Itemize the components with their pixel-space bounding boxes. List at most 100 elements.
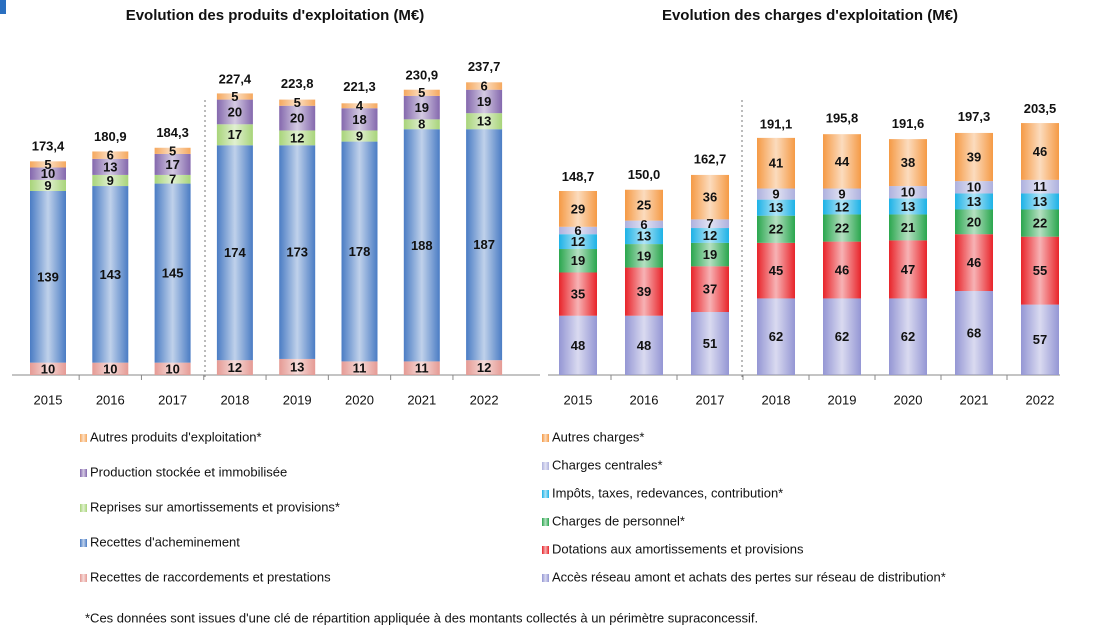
bar-segment bbox=[691, 266, 729, 313]
segment-label: 11 bbox=[1033, 179, 1047, 194]
segment-label: 12 bbox=[290, 130, 304, 145]
segment-label: 6 bbox=[640, 217, 647, 232]
segment-label: 12 bbox=[477, 360, 491, 375]
segment-label: 5 bbox=[44, 157, 51, 172]
bar-segment bbox=[341, 103, 378, 109]
segment-label: 143 bbox=[99, 267, 121, 282]
total-label: 195,8 bbox=[826, 111, 859, 126]
bar-segment bbox=[279, 145, 316, 359]
total-label: 162,7 bbox=[694, 152, 727, 167]
total-label: 230,9 bbox=[406, 67, 439, 82]
segment-label: 7 bbox=[169, 172, 176, 187]
total-label: 173,4 bbox=[32, 138, 65, 153]
bar-segment bbox=[279, 130, 316, 146]
segment-label: 62 bbox=[835, 329, 849, 344]
x-tick-label: 2015 bbox=[34, 392, 63, 407]
segment-label: 20 bbox=[290, 111, 304, 126]
segment-label: 13 bbox=[103, 159, 117, 174]
segment-label: 13 bbox=[290, 359, 304, 374]
segment-label: 13 bbox=[769, 200, 783, 215]
bar-segment bbox=[30, 190, 66, 363]
segment-label: 10 bbox=[901, 185, 915, 200]
total-label: 180,9 bbox=[94, 129, 127, 144]
segment-label: 5 bbox=[231, 89, 238, 104]
legend-label: Production stockée et immobilisée bbox=[90, 464, 287, 479]
bar-segment bbox=[154, 174, 191, 184]
bar-segment bbox=[757, 298, 795, 375]
segment-label: 4 bbox=[356, 98, 364, 113]
segment-label: 19 bbox=[637, 248, 651, 263]
bar-segment bbox=[1021, 236, 1059, 305]
bar-segment bbox=[466, 360, 503, 375]
bar-segment bbox=[625, 220, 663, 229]
bar-segment bbox=[403, 119, 440, 130]
bar-segment bbox=[625, 228, 663, 245]
x-tick-label: 2021 bbox=[407, 392, 436, 407]
legend-label: Impôts, taxes, redevances, contribution* bbox=[552, 485, 783, 500]
legend-label: Reprises sur amortissements et provision… bbox=[90, 499, 340, 514]
bar-segment bbox=[154, 147, 191, 154]
segment-label: 22 bbox=[1033, 216, 1047, 231]
total-label: 223,8 bbox=[281, 76, 314, 91]
segment-label: 10 bbox=[103, 361, 117, 376]
bar-segment bbox=[625, 267, 663, 316]
legend-swatch bbox=[542, 546, 549, 554]
segment-label: 46 bbox=[835, 262, 849, 277]
segment-label: 39 bbox=[967, 149, 981, 164]
segment-label: 21 bbox=[901, 220, 915, 235]
bar-segment bbox=[823, 241, 861, 299]
bar-segment bbox=[1021, 193, 1059, 210]
bar-segment bbox=[823, 134, 861, 189]
bar-segment bbox=[823, 214, 861, 242]
segment-label: 13 bbox=[1033, 194, 1047, 209]
segment-label: 47 bbox=[901, 262, 915, 277]
bar-segment bbox=[757, 137, 795, 189]
bar-segment bbox=[279, 105, 316, 131]
legend-swatch bbox=[542, 490, 549, 498]
bar-segment bbox=[955, 181, 993, 194]
bar-segment bbox=[466, 82, 503, 90]
total-label: 221,3 bbox=[343, 79, 376, 94]
segment-label: 46 bbox=[967, 255, 981, 270]
footnote: *Ces données sont issues d'une clé de ré… bbox=[85, 610, 758, 625]
x-tick-label: 2016 bbox=[96, 392, 125, 407]
segment-label: 17 bbox=[165, 157, 179, 172]
total-label: 227,4 bbox=[219, 72, 252, 87]
bar-segment bbox=[1021, 304, 1059, 375]
segment-label: 12 bbox=[835, 199, 849, 214]
legend-swatch bbox=[80, 434, 87, 442]
segment-label: 51 bbox=[703, 336, 717, 351]
segment-label: 11 bbox=[415, 361, 429, 376]
bar-segment bbox=[757, 188, 795, 200]
legend-swatch bbox=[80, 504, 87, 512]
bar-segment bbox=[30, 161, 66, 168]
bar-segment bbox=[154, 183, 191, 363]
segment-label: 9 bbox=[44, 178, 51, 193]
bar-segment bbox=[92, 151, 129, 159]
segment-label: 13 bbox=[901, 199, 915, 214]
bar-segment bbox=[403, 129, 440, 362]
segment-label: 173 bbox=[286, 245, 308, 260]
total-label: 148,7 bbox=[562, 169, 595, 184]
chart-title: Evolution des charges d'exploitation (M€… bbox=[662, 7, 958, 24]
bar-segment bbox=[154, 153, 191, 175]
segment-label: 187 bbox=[473, 237, 495, 252]
total-label: 237,7 bbox=[468, 59, 501, 74]
bar-segment bbox=[559, 249, 597, 273]
bar-segment bbox=[1021, 179, 1059, 194]
bar-segment bbox=[403, 361, 440, 375]
x-tick-label: 2021 bbox=[960, 392, 989, 407]
corner-mark bbox=[0, 0, 6, 14]
x-tick-label: 2019 bbox=[828, 392, 857, 407]
bar-segment bbox=[341, 361, 378, 375]
bar-segment bbox=[955, 291, 993, 375]
x-tick-label: 2020 bbox=[345, 392, 374, 407]
total-label: 191,1 bbox=[760, 116, 793, 131]
segment-label: 139 bbox=[37, 269, 59, 284]
bar-segment bbox=[955, 234, 993, 292]
bar-segment bbox=[279, 358, 316, 375]
x-tick-label: 2018 bbox=[762, 392, 791, 407]
bar-segment bbox=[30, 362, 66, 375]
bar-segment bbox=[691, 312, 729, 375]
